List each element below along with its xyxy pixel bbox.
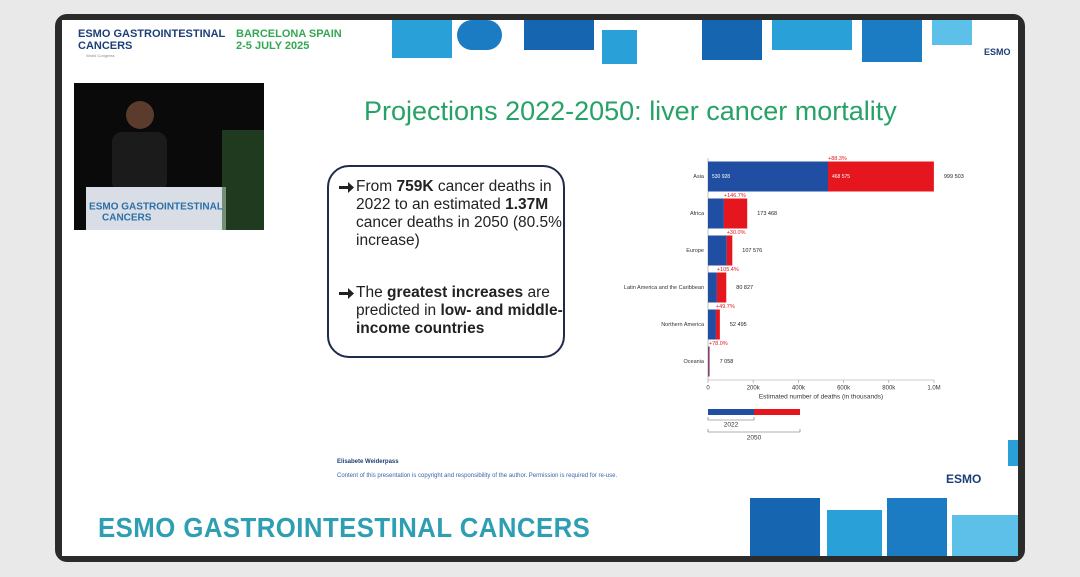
brand-line: ESMO GASTROINTESTINAL: [78, 28, 226, 40]
bar: [708, 309, 716, 340]
bullet-text: cancer deaths in 2050 (80.5% increase): [356, 214, 562, 249]
bar: [708, 346, 710, 377]
city-line: BARCELONA SPAIN: [236, 28, 342, 40]
bar: [708, 161, 828, 192]
total-label: 7 058: [720, 359, 734, 365]
bullet-box: [327, 165, 565, 358]
x-tick-label: 1.0M: [927, 386, 940, 392]
bar: [827, 161, 934, 192]
brand: ESMO GASTROINTESTINAL CANCERS: [78, 28, 225, 52]
podium-text: CANCERS: [102, 213, 152, 224]
legend-bracket: [707, 429, 801, 433]
x-tick-label: 600k: [837, 386, 851, 392]
y-tick-label: Africa: [690, 211, 705, 217]
total-label: 999 503: [944, 174, 964, 180]
bullet-text: 1.37M: [505, 196, 549, 213]
bar: [708, 346, 709, 377]
total-label: 52 495: [730, 322, 747, 328]
speaker: [126, 101, 154, 129]
bullets: From 759K cancer deaths in 2022 to an es…: [338, 178, 566, 338]
x-tick-label: 400k: [792, 386, 806, 392]
decor: ESMO GASTROINTESTINAL CANCERS: [74, 20, 1018, 556]
bar-label: 468 575: [832, 174, 850, 180]
brand-sub: World Congress: [86, 53, 115, 58]
bullet-text: cancer deaths in 2022 to an estimated: [356, 178, 552, 213]
bullet-text: are predicted in: [356, 284, 550, 319]
city: BARCELONA SPAIN 2-5 JULY 2025: [236, 28, 342, 52]
change-label: +49.7%: [716, 304, 735, 310]
plants: [222, 130, 264, 230]
arrow: [339, 288, 354, 299]
slide: ESMO GASTROINTESTINAL CANCERS ESMO GASTR…: [62, 20, 1018, 556]
total-label: 80 827: [736, 285, 753, 291]
podium: [86, 187, 226, 230]
legend-label: 2050: [747, 435, 762, 442]
bar-label: 530 928: [712, 174, 730, 180]
change-label: +78.0%: [709, 341, 728, 347]
author: Elisabete Weiderpass: [337, 459, 399, 465]
change-label: +30.0%: [727, 230, 746, 236]
chart: 0 200k 400k 600k 800k 1.0M Estimated number of…: [624, 156, 964, 442]
legend-bracket: [707, 417, 755, 421]
bar: [708, 272, 717, 303]
bar: [726, 235, 733, 266]
footer-logo: ESMO: [946, 472, 982, 486]
slide-title: Projections 2022-2050: liver cancer mort…: [364, 96, 897, 126]
change-label: +146.7%: [724, 193, 746, 199]
x-tick-label: 800k: [882, 386, 896, 392]
bar: [716, 272, 727, 303]
logo: ESMO: [984, 47, 1011, 57]
legend-swatch: [754, 409, 800, 415]
y-tick-label: Latin America and the Caribbean: [624, 285, 704, 291]
bar: [708, 198, 724, 229]
x-axis-title: Estimated number of deaths (in thousands…: [759, 394, 883, 401]
bullet: The greatest increases are predicted in …: [338, 284, 566, 338]
copyright: Content of this presentation is copyrigh…: [337, 473, 618, 479]
y-tick-label: Oceania: [684, 359, 705, 365]
bullet-text: From: [356, 178, 397, 195]
change-label: +88.3%: [828, 156, 847, 162]
speaker-body: [112, 132, 167, 192]
bullet: From 759K cancer deaths in 2022 to an es…: [338, 178, 566, 250]
bar: [715, 309, 720, 340]
mosaic-bottom: [750, 440, 1018, 556]
bullet-text: The: [356, 284, 388, 301]
bullet-text: low- and middle-income countries: [356, 302, 563, 337]
x-tick-label: 200k: [747, 386, 761, 392]
footer: ESMO GASTROINTESTINAL CANCERS: [98, 512, 591, 543]
legend-swatch: [708, 409, 754, 415]
change-label: +105.4%: [717, 267, 739, 273]
total-label: 173 468: [757, 211, 777, 217]
mosaic-top: [392, 20, 972, 64]
legend-label: 2022: [724, 422, 739, 429]
arrow: [339, 182, 354, 193]
podium-text: ESMO GASTROINTESTINAL: [89, 202, 223, 213]
bullet-text: 759K: [396, 178, 434, 195]
y-tick-label: Asia: [693, 174, 705, 180]
y-tick-label: Europe: [686, 248, 704, 254]
bullet-text: greatest increases: [387, 284, 524, 301]
total-label: 107 576: [742, 248, 762, 254]
x-tick-label: 0: [706, 386, 710, 392]
y-tick-label: Northern America: [661, 322, 705, 328]
date-line: 2-5 JULY 2025: [236, 40, 310, 52]
bar: [723, 198, 748, 229]
brand-line: CANCERS: [78, 40, 133, 52]
bar: [708, 235, 727, 266]
